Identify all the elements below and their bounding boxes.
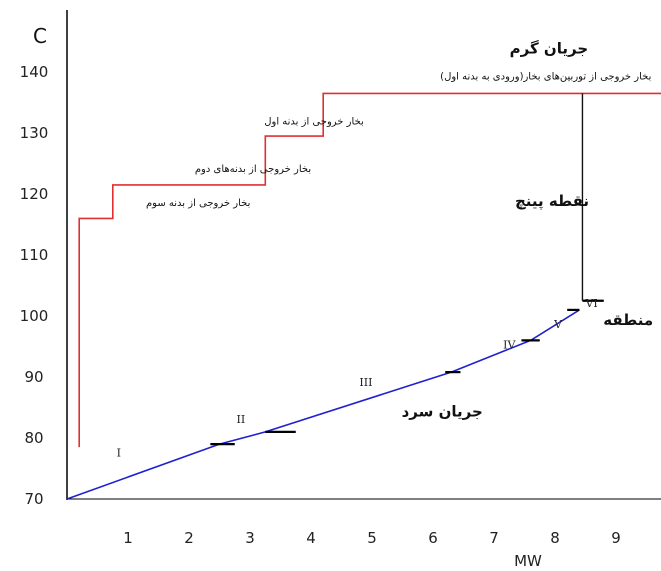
y-tick-label: 120: [20, 185, 49, 203]
x-tick-label: 8: [550, 529, 560, 547]
cold-stream-label: جریان سرد: [402, 403, 483, 421]
region-numeral: V: [553, 318, 563, 331]
y-tick-label: 80: [24, 429, 43, 447]
region-numeral: II: [236, 413, 245, 426]
x-tick-label: 5: [367, 529, 377, 547]
third-body-exhaust-label: بخار خروجی از بدنه سوم: [146, 198, 250, 209]
y-tick-label: 100: [20, 307, 49, 325]
y-axis-label: C: [33, 24, 47, 48]
x-tick-label: 7: [489, 529, 499, 547]
y-tick-label: 70: [24, 490, 43, 508]
region-numeral: I: [117, 446, 121, 459]
x-tick-label: 1: [123, 529, 133, 547]
x-axis-label: MW: [514, 552, 542, 570]
region-numeral: VI: [584, 297, 597, 310]
y-tick-label: 130: [20, 124, 49, 142]
y-tick-label: 90: [24, 368, 43, 386]
series-layer: [66, 92, 661, 500]
region-numeral: III: [359, 376, 372, 389]
pinch-point-label: نقطه پینچ: [515, 192, 589, 211]
step-marker-layer: [210, 299, 604, 446]
region-label: منطقه: [603, 311, 653, 329]
x-tick-label: 3: [245, 529, 255, 547]
x-tick-labels: 1 2 3 4 5 6 7 8 9: [123, 529, 621, 547]
y-tick-label: 140: [20, 63, 49, 81]
turbine-exhaust-label: بخار خروجی از توربین‌های بخار(ورودی به ب…: [440, 71, 651, 82]
y-tick-labels: 70 80 90 100 110 120 130 140: [20, 63, 49, 508]
hot-stream-label: جریان گرم: [510, 40, 588, 58]
x-tick-label: 6: [428, 529, 438, 547]
hot-stream-line: [78, 92, 661, 448]
y-tick-label: 110: [20, 246, 49, 264]
x-tick-label: 2: [184, 529, 194, 547]
x-tick-label: 9: [611, 529, 621, 547]
region-numeral: IV: [503, 338, 516, 351]
second-body-exhaust-label: بخار خروجی از بدنه‌های دوم: [195, 164, 311, 175]
cold-stream-line: [66, 309, 580, 500]
first-body-exhaust-label: بخار خروجی از بدنه اول: [264, 117, 364, 128]
x-tick-label: 4: [306, 529, 316, 547]
